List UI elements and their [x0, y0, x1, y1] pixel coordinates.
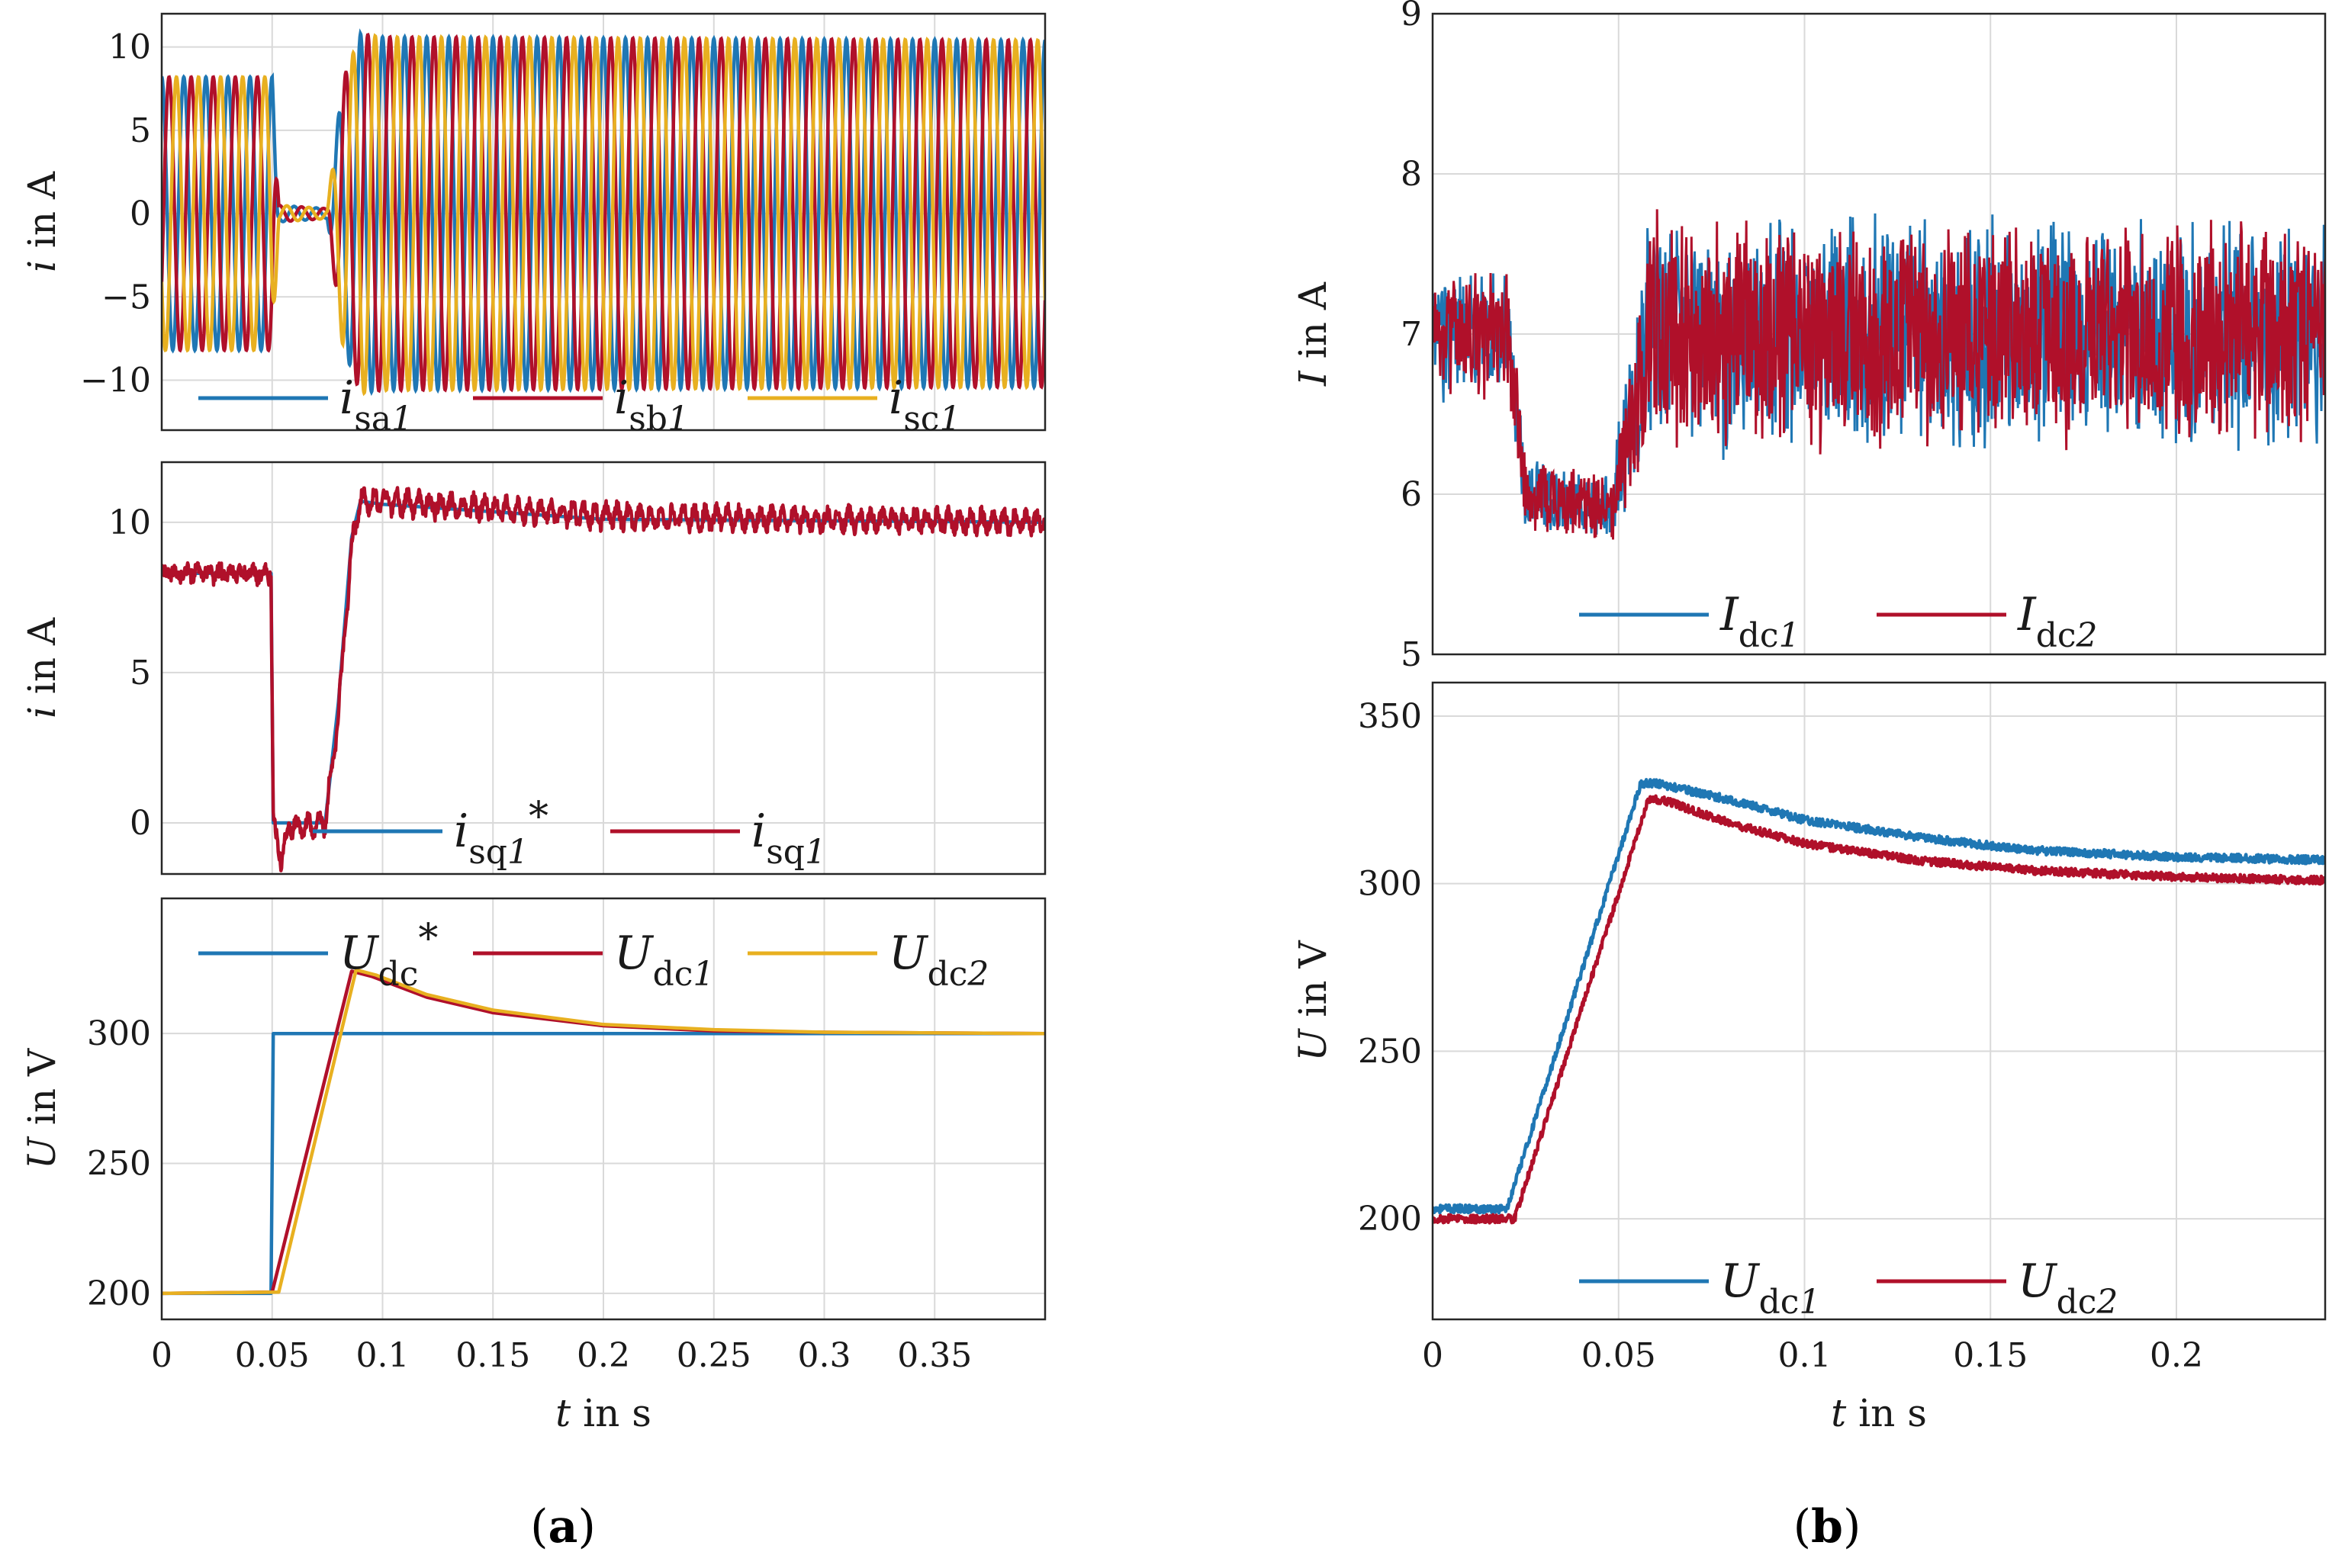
series-line-sc1	[162, 33, 1045, 397]
legend-label-dc2: Udc2	[889, 927, 989, 994]
legend-label-sq1-ref: isq1*	[454, 794, 548, 872]
y-tick-label: −5	[101, 278, 151, 316]
y-tick-label: 300	[87, 1014, 151, 1053]
plot-frame	[160, 897, 1047, 1321]
legend: Udc1 Udc2	[1579, 1255, 2118, 1322]
x-tick-label: 0.3	[798, 1336, 851, 1375]
y-tick-label: 10	[108, 503, 151, 542]
y-tick-label: 200	[1358, 1200, 1422, 1239]
plot-frame	[160, 12, 1047, 432]
series-line-dc1	[1433, 778, 2325, 1215]
x-tick-label: 0.1	[1778, 1336, 1832, 1375]
y-tick-label: 250	[87, 1145, 151, 1184]
y-tick-label: 0	[130, 194, 151, 233]
series-line-dc2	[1433, 794, 2325, 1225]
grid	[1432, 683, 2325, 1319]
x-tick-label: 0.25	[677, 1336, 751, 1375]
legend-label-dc-ref: Udc*	[339, 916, 438, 994]
x-tick-label: 0	[1422, 1336, 1443, 1375]
caption-a: (a)	[530, 1500, 596, 1554]
legend-label-sb1: isb1	[614, 371, 689, 439]
chart-b-dc-currents: 9 8 7 6 5 I in A Idc1 Idc2	[1291, 0, 2327, 674]
y-axis-label: U in V	[1291, 940, 1335, 1061]
y-tick-label: 7	[1401, 315, 1422, 354]
chart-a-phase-currents: 10 5 0 −5 −10 i in A isa1 isb1 isc1	[20, 12, 1047, 439]
x-tick-label: 0.35	[897, 1336, 972, 1375]
y-tick-label: 200	[87, 1274, 151, 1313]
legend-label-dc1: Udc1	[1720, 1255, 1820, 1322]
y-tick-label: 6	[1401, 475, 1422, 514]
series-line-dc2	[162, 968, 1045, 1296]
series-group	[1433, 209, 2325, 540]
x-tick-label: 0.2	[577, 1336, 630, 1375]
x-tick-label: 0.15	[455, 1336, 530, 1375]
legend: isa1 isb1 isc1	[198, 371, 960, 439]
y-tick-label: 9	[1401, 0, 1422, 34]
legend-label-sc1: isc1	[889, 371, 960, 439]
plot-frame	[160, 461, 1047, 876]
legend-label-dc2: Idc2	[2017, 588, 2098, 655]
plot-frame	[1431, 12, 2327, 656]
x-tick-label: 0	[151, 1336, 172, 1375]
legend-label-sq1: isq1	[751, 805, 826, 872]
plot-frame	[1431, 681, 2327, 1321]
series-group	[1433, 778, 2325, 1225]
x-tick-label: 0.2	[2150, 1336, 2203, 1375]
y-tick-label: 8	[1401, 155, 1422, 194]
chart-b-dc-voltages: 350 300 250 200 0 0.05 0.1 0.15 0.2 U in V t in s U…	[1291, 681, 2327, 1435]
legend: Udc* Udc1 Udc2	[198, 916, 989, 994]
legend-label-dc2: Udc2	[2018, 1255, 2118, 1322]
caption-b: (b)	[1793, 1500, 1861, 1554]
series-group	[162, 968, 1045, 1296]
x-tick-label: 0.05	[1581, 1336, 1656, 1375]
series-line-sq1	[162, 486, 1045, 872]
x-axis-label: t in s	[555, 1391, 651, 1435]
y-tick-label: 350	[1358, 697, 1422, 736]
y-tick-label: 300	[1358, 865, 1422, 904]
y-tick-label: 5	[130, 654, 151, 692]
y-axis-label: I in A	[1291, 281, 1335, 387]
legend-label-dc1: Udc1	[614, 927, 714, 994]
legend-label-dc1: Idc1	[1719, 588, 1800, 655]
x-tick-label: 0.15	[1953, 1336, 2028, 1375]
x-tick-label: 0.1	[356, 1336, 410, 1375]
chart-a-q-current: 10 5 0 i in A isq1* isq1	[20, 461, 1047, 876]
y-tick-label: −10	[80, 361, 151, 400]
y-tick-label: 5	[130, 111, 151, 150]
legend-label-sa1: isa1	[339, 371, 413, 439]
series-line-dc2	[1433, 209, 2325, 540]
series-group	[162, 28, 1045, 397]
series-group	[162, 486, 1045, 872]
y-axis-label: i in A	[20, 171, 64, 272]
x-tick-label: 0.05	[235, 1336, 310, 1375]
y-axis-label: U in V	[20, 1048, 64, 1169]
y-tick-label: 250	[1358, 1032, 1422, 1071]
legend: Idc1 Idc2	[1579, 588, 2098, 655]
x-axis-label: t in s	[1831, 1391, 1927, 1435]
y-tick-label: 10	[108, 28, 151, 67]
y-axis-label: i in A	[20, 617, 64, 718]
y-tick-label: 0	[130, 804, 151, 843]
legend: isq1* isq1	[313, 794, 826, 872]
y-tick-label: 5	[1401, 635, 1422, 674]
